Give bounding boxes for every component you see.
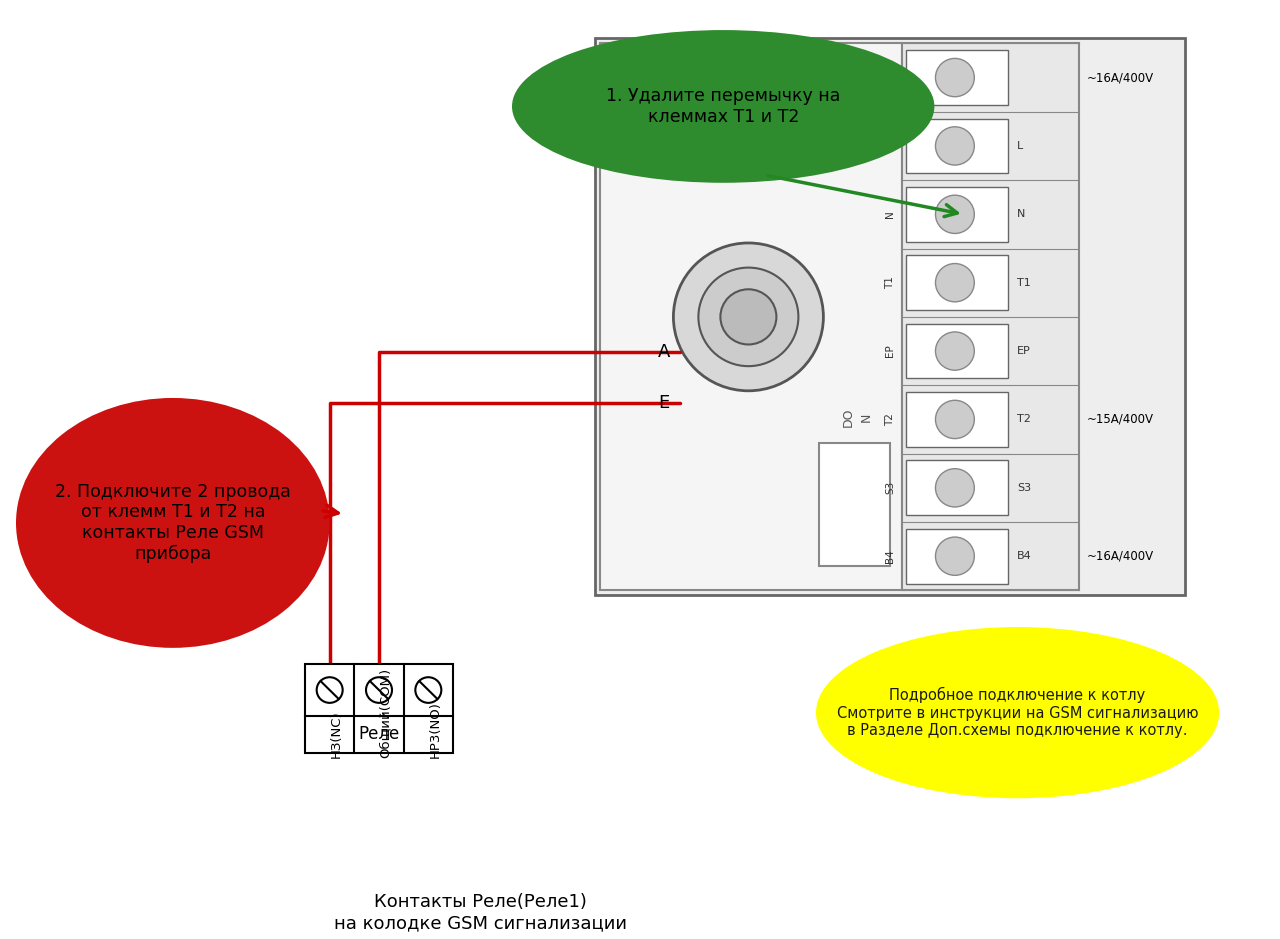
Text: S3: S3 bbox=[1016, 483, 1030, 493]
Ellipse shape bbox=[817, 627, 1220, 798]
Text: Подробное подключение к котлу
Смотрите в инструкции на GSM сигнализацию
в Раздел: Подробное подключение к котлу Смотрите в… bbox=[837, 687, 1198, 738]
Text: N: N bbox=[884, 210, 895, 218]
Circle shape bbox=[936, 331, 974, 370]
Polygon shape bbox=[906, 393, 1009, 447]
Text: A: A bbox=[658, 343, 669, 361]
Polygon shape bbox=[305, 664, 453, 753]
Circle shape bbox=[936, 195, 974, 234]
Text: T2: T2 bbox=[884, 413, 895, 426]
Ellipse shape bbox=[15, 398, 330, 648]
Polygon shape bbox=[595, 38, 1185, 595]
Polygon shape bbox=[906, 324, 1009, 378]
Text: E: E bbox=[659, 394, 669, 412]
Text: B4: B4 bbox=[884, 549, 895, 563]
Polygon shape bbox=[906, 187, 1009, 241]
Circle shape bbox=[936, 264, 974, 301]
Ellipse shape bbox=[512, 30, 934, 183]
Circle shape bbox=[366, 677, 392, 703]
Circle shape bbox=[936, 469, 974, 507]
Text: EP: EP bbox=[1016, 346, 1030, 356]
Circle shape bbox=[936, 400, 974, 439]
Text: T1: T1 bbox=[1016, 278, 1030, 287]
Text: ~16A/400V: ~16A/400V bbox=[1087, 549, 1155, 562]
Circle shape bbox=[673, 243, 823, 391]
Circle shape bbox=[721, 289, 777, 345]
Circle shape bbox=[936, 58, 974, 97]
Polygon shape bbox=[906, 50, 1009, 105]
Text: 1. Удалите перемычку на
клеммах Т1 и Т2: 1. Удалите перемычку на клеммах Т1 и Т2 bbox=[605, 87, 841, 126]
Text: N: N bbox=[1016, 209, 1025, 220]
Polygon shape bbox=[906, 255, 1009, 310]
Text: НЗ(NC): НЗ(NC) bbox=[330, 710, 343, 758]
Circle shape bbox=[936, 537, 974, 576]
Polygon shape bbox=[819, 443, 890, 566]
Polygon shape bbox=[902, 43, 1079, 591]
Text: ~16A/400V: ~16A/400V bbox=[1087, 71, 1155, 85]
Polygon shape bbox=[906, 460, 1009, 516]
Text: Реле: Реле bbox=[358, 726, 399, 744]
Text: НР3(NO): НР3(NO) bbox=[429, 701, 442, 758]
Circle shape bbox=[699, 268, 799, 366]
Text: T2: T2 bbox=[1016, 414, 1030, 424]
Circle shape bbox=[936, 127, 974, 165]
Text: B4: B4 bbox=[1016, 551, 1032, 562]
Text: EP: EP bbox=[884, 345, 895, 358]
Polygon shape bbox=[600, 43, 902, 591]
Text: ~15A/400V: ~15A/400V bbox=[1087, 413, 1153, 426]
Polygon shape bbox=[906, 118, 1009, 174]
Text: L: L bbox=[1016, 141, 1023, 151]
Text: N: N bbox=[860, 412, 873, 422]
Circle shape bbox=[415, 677, 442, 703]
Circle shape bbox=[316, 677, 343, 703]
Text: 2. Подключите 2 провода
от клемм Т1 и Т2 на
контакты Реле GSM
прибора: 2. Подключите 2 провода от клемм Т1 и Т2… bbox=[55, 483, 291, 563]
Text: DO: DO bbox=[842, 408, 855, 427]
Text: Общий(COM): Общий(COM) bbox=[379, 668, 392, 758]
Text: S3: S3 bbox=[884, 481, 895, 495]
Polygon shape bbox=[906, 529, 1009, 583]
Text: T1: T1 bbox=[884, 276, 895, 289]
Text: Контакты Реле(Реле1)
на колодке GSM сигнализации: Контакты Реле(Реле1) на колодке GSM сигн… bbox=[334, 893, 626, 931]
